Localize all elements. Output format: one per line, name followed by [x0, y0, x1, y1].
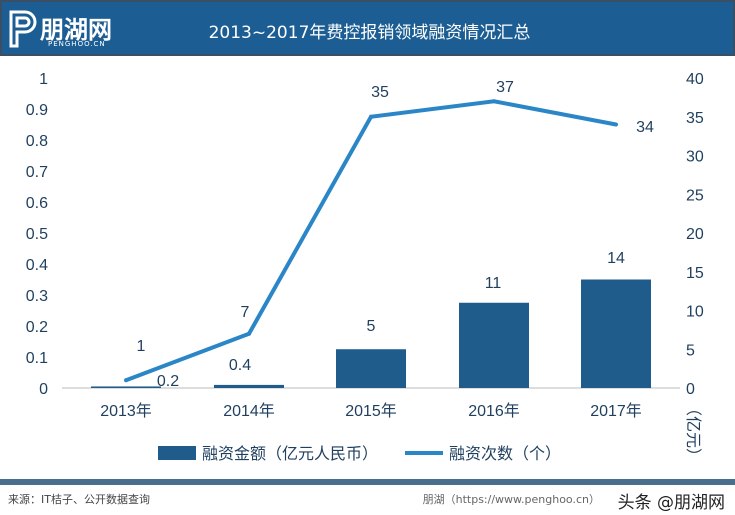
left-tick-label: 0.8 — [26, 133, 48, 150]
line-point — [492, 99, 496, 104]
right-tick-label: 0 — [686, 381, 695, 398]
bar — [336, 349, 406, 388]
x-tick-label: 2014年 — [223, 402, 275, 420]
line-label: 1 — [137, 338, 146, 355]
left-tick-label: 0.1 — [26, 350, 48, 367]
left-tick-label: 0.2 — [26, 319, 48, 336]
line-point — [124, 378, 128, 383]
logo-p-icon — [9, 10, 37, 48]
x-tick-label: 2016年 — [468, 402, 520, 420]
legend-bar-label: 融资金额（亿元人民币） — [202, 445, 378, 463]
right-tick-label: 5 — [686, 342, 695, 359]
bar-label: 0.4 — [229, 357, 251, 374]
bar — [581, 279, 651, 388]
bar-label: 5 — [367, 318, 376, 335]
left-tick-label: 0.9 — [26, 102, 48, 119]
right-tick-label: 25 — [686, 187, 704, 204]
left-tick-label: 1 — [39, 71, 48, 88]
chart: 00.10.20.30.40.50.60.70.80.9105101520253… — [26, 71, 704, 464]
left-tick-label: 0.7 — [26, 164, 48, 181]
bar-label: 14 — [607, 250, 625, 267]
x-tick-label: 2015年 — [345, 402, 397, 420]
line-point — [614, 122, 618, 127]
header: 朋湖网 PENGHOO.CN 2013~2017年费控报销领域融资情况汇总 — [0, 0, 735, 56]
credit: 朋湖（https://www.penghoo.cn） — [422, 493, 600, 506]
right-tick-label: 15 — [686, 265, 704, 282]
x-tick-label: 2017年 — [590, 402, 642, 420]
right-tick-label: 10 — [686, 304, 704, 321]
line-label: 7 — [241, 304, 250, 321]
left-tick-label: 0.4 — [26, 257, 48, 274]
left-tick-label: 0.3 — [26, 288, 48, 305]
source-note: 来源：IT桔子、公开数据查询 — [8, 493, 150, 506]
bar — [214, 384, 284, 388]
right-tick-label: 20 — [686, 226, 704, 243]
right-tick-label: 40 — [686, 71, 704, 88]
bar — [91, 386, 161, 388]
left-tick-label: 0.6 — [26, 195, 48, 212]
line-label: 37 — [496, 79, 514, 96]
line-point — [369, 114, 373, 119]
line-point — [247, 331, 251, 336]
legend-bar-swatch — [158, 446, 196, 460]
footer-divider — [0, 479, 735, 485]
logo-text: 朋湖网 — [40, 16, 112, 44]
line-label: 34 — [636, 119, 654, 136]
right-tick-label: 35 — [686, 110, 704, 127]
logo-subtext: PENGHOO.CN — [48, 40, 106, 48]
left-tick-label: 0.5 — [26, 226, 48, 243]
left-tick-label: 0 — [39, 381, 48, 398]
right-axis-label: （亿元） — [684, 400, 702, 464]
line-label: 35 — [371, 84, 389, 101]
right-tick-label: 30 — [686, 149, 704, 166]
bar-label: 11 — [485, 275, 502, 292]
bar — [459, 302, 529, 388]
chart-title: 2013~2017年费控报销领域融资情况汇总 — [208, 23, 531, 43]
legend-line-label: 融资次数（个） — [449, 445, 561, 463]
logo: 朋湖网 PENGHOO.CN — [8, 10, 112, 52]
line-series — [125, 99, 617, 383]
x-tick-label: 2013年 — [100, 402, 152, 420]
watermark: 头条 @朋湖网 — [617, 493, 725, 513]
bar-label: 0.2 — [157, 373, 179, 390]
